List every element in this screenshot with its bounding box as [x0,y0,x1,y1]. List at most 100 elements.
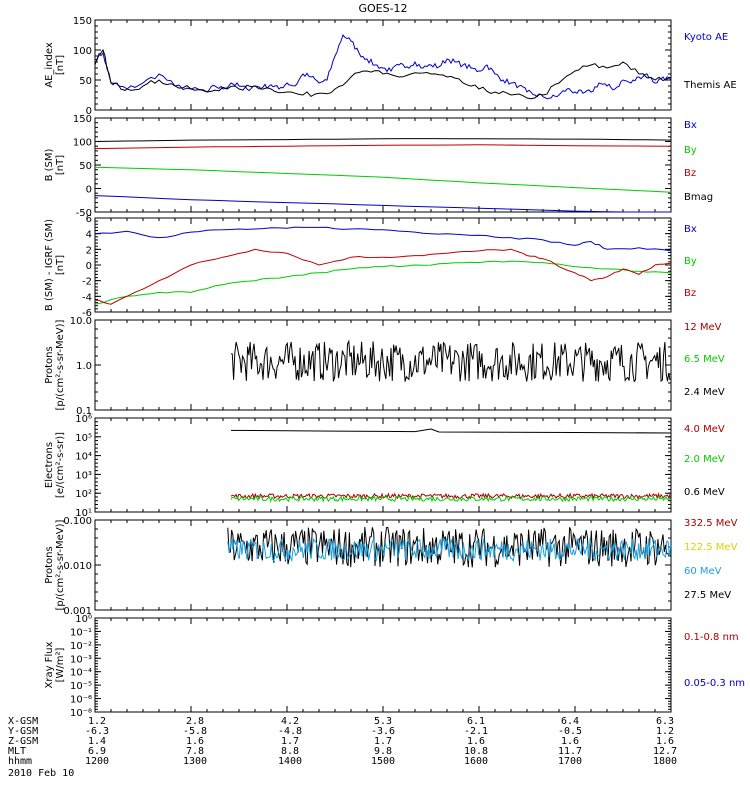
footer-value: -5.8 [183,726,207,737]
series-60-mev [227,537,672,563]
footer-value: 8.8 [281,746,299,757]
y-tick-label: 50 [79,161,92,172]
footer-value: 12.7 [653,746,677,757]
footer-value: 1.2 [88,716,106,727]
y-tick-label: 10⁵ [75,433,92,444]
footer-value: 1.7 [374,736,392,747]
y-tick-label: -2 [82,277,92,288]
y-axis-title: [nT] [55,155,66,175]
series-4-0-mev [230,492,671,501]
series-2-0-mev [230,495,671,503]
panel-frame [94,217,672,313]
footer-value: -0.5 [558,726,582,737]
y-tick-label: 150 [73,16,92,27]
footer-value: 11.7 [558,746,582,757]
legend-bx: Bx [684,120,697,131]
footer-value: 1.2 [656,726,674,737]
y-tick-label: 0 [86,261,92,272]
footer-row-label: Y-GSM [8,726,38,737]
y-axis-title: B (SM) - IGRF (SM) [44,219,55,311]
y-tick-label: 10⁴ [75,452,92,463]
footer-value: -6.3 [85,726,109,737]
y-tick-label: 2 [86,245,92,256]
footer-value: 5.3 [374,716,392,727]
y-tick-label: 10.0 [70,316,92,327]
series-by [94,166,672,193]
panel-ae [94,19,672,111]
series-themis-ae [94,48,672,100]
y-axis-title: B (SM) [44,148,55,181]
footer-value: 1.6 [186,736,204,747]
footer-row-label: MLT [8,746,26,757]
legend-by: By [684,256,697,267]
y-tick-label: 10¹ [75,508,92,519]
series-bz [94,248,672,305]
legend-kyoto-ae: Kyoto AE [684,32,728,43]
legend-2-4-mev: 2.4 MeV [684,387,725,398]
y-axis-title: Electrons [44,442,55,488]
y-tick-label: 0.001 [63,606,92,617]
footer-value: 10.8 [464,746,488,757]
y-tick-label: 10² [75,489,92,500]
y-tick-label: 10³ [75,470,92,481]
y-axis-title: AE_index [44,42,55,88]
footer-row-label: hhmm [8,756,32,767]
legend-bz: Bz [684,168,696,179]
footer-value: 1700 [558,756,582,767]
footer-value: 6.3 [656,716,674,727]
series-0-6-mev [230,428,672,434]
y-axis-title: Protons [44,546,55,583]
legend-themis-ae: Themis AE [683,80,737,91]
legend-332-5-mev: 332.5 MeV [684,518,738,529]
footer-date: 2010 Feb 10 [8,768,74,779]
y-tick-label: 0.100 [63,516,92,527]
legend-122-5-mev: 122.5 MeV [684,542,738,553]
legend-0-1-0-8-nm: 0.1-0.8 nm [684,632,739,643]
y-tick-label: 150 [73,114,92,125]
footer-value: 1.6 [656,736,674,747]
y-tick-label: 10⁰ [75,614,92,625]
footer-value: 2.8 [186,716,204,727]
footer-value: 6.9 [88,746,106,757]
footer-value: -3.6 [371,726,395,737]
footer-row-label: Z-GSM [8,736,38,747]
y-tick-label: 10⁻² [70,641,92,652]
legend-2-0-mev: 2.0 MeV [684,454,725,465]
panel-frame [94,117,672,213]
legend-4-0-mev: 4.0 MeV [684,424,725,435]
footer-value: 1600 [464,756,488,767]
y-tick-label: 4 [86,230,92,241]
panel-frame [94,19,672,111]
panel-bfield [94,117,672,213]
footer-value: 9.8 [374,746,392,757]
footer-value: 1.6 [467,736,485,747]
y-tick-label: 0 [86,185,92,196]
y-tick-label: 10⁻³ [70,654,92,665]
y-tick-label: 0 [86,106,92,117]
y-axis-title: [p/(cm²-s-sr-MeV)] [55,319,66,410]
y-axis-title: Protons [44,346,55,383]
panel-protons-low [94,319,672,411]
legend-by: By [684,145,697,156]
legend-27-5-mev: 27.5 MeV [684,590,731,601]
footer-value: 6.4 [561,716,579,727]
panel-xray [94,617,672,713]
y-axis-title: [nT] [55,255,66,275]
y-tick-label: 10⁶ [75,414,92,425]
footer-value: -4.8 [278,726,302,737]
y-tick-label: 6 [86,214,92,225]
y-tick-label: 10⁻⁵ [70,681,92,692]
panel-protons-high [94,519,672,611]
panel-frame [94,519,672,611]
y-tick-label: 1.0 [76,361,92,372]
series-kyoto-ae [94,33,672,100]
footer-value: 1300 [183,756,207,767]
y-tick-label: 10⁻¹ [70,627,92,638]
footer-row-label: X-GSM [8,716,38,727]
series-bx [94,226,672,252]
y-axis-title: [W/m²] [55,647,66,682]
y-axis-title: Xray Flux [44,641,55,688]
panel-electrons [94,417,672,513]
